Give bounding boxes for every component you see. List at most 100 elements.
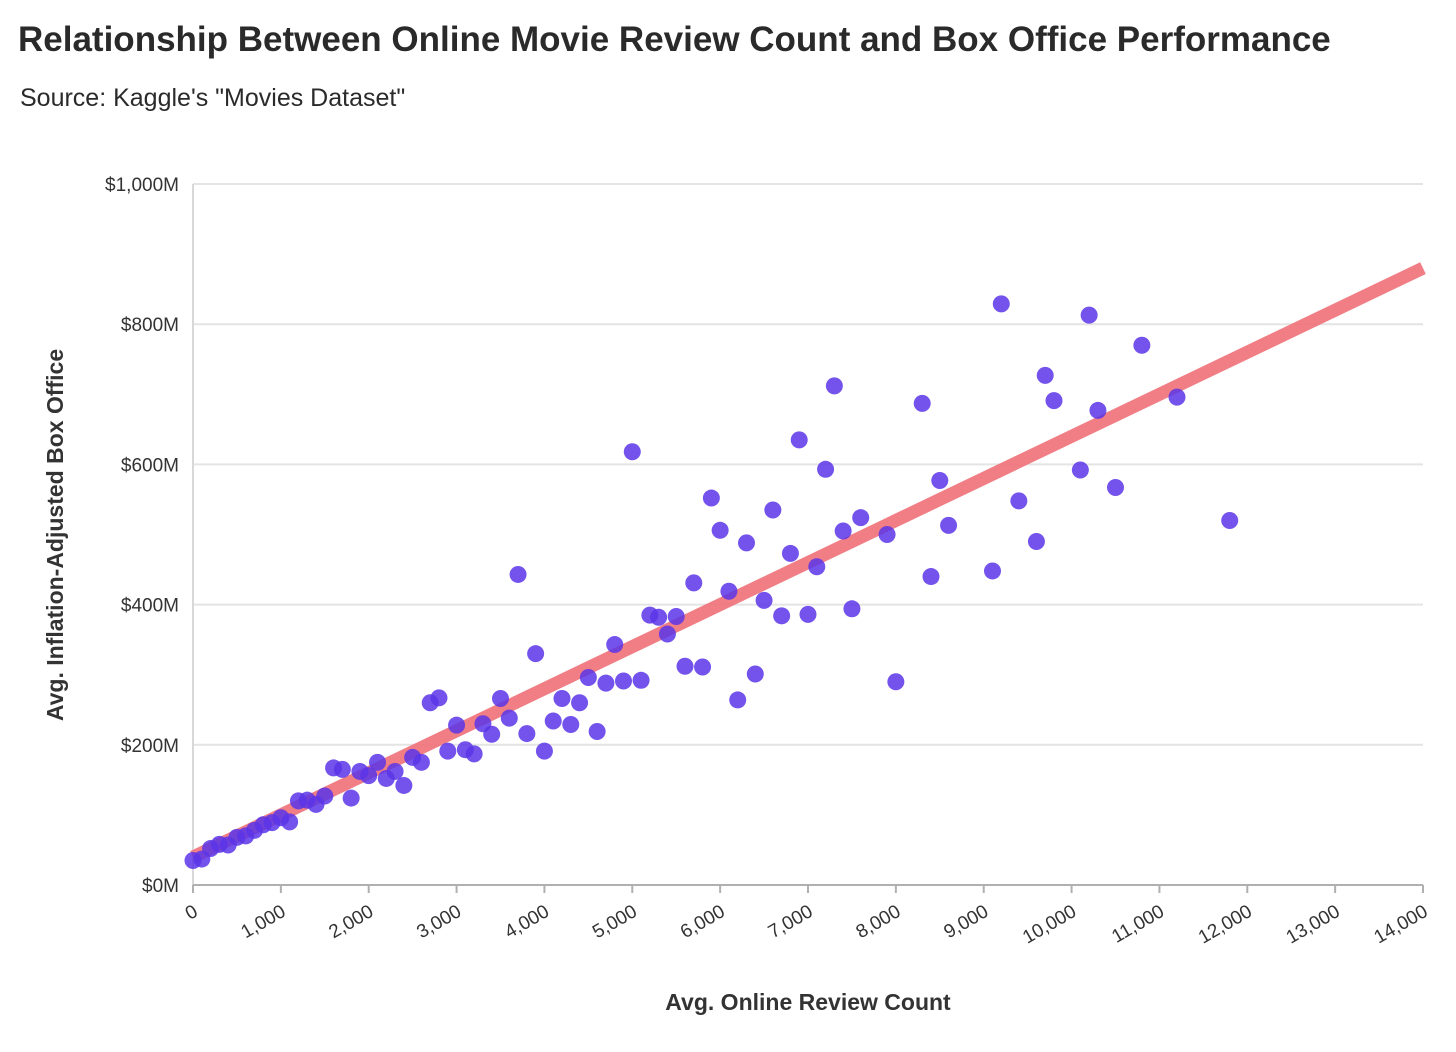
trendline-layer bbox=[190, 262, 1426, 863]
data-point bbox=[527, 645, 545, 663]
gridlines bbox=[193, 183, 1423, 746]
data-point bbox=[1071, 461, 1089, 479]
data-point bbox=[711, 521, 729, 539]
x-tick-label: 5,000 bbox=[589, 901, 641, 943]
data-point bbox=[755, 591, 773, 609]
data-point bbox=[799, 605, 817, 623]
data-point bbox=[606, 636, 624, 654]
data-point bbox=[1080, 306, 1098, 324]
data-point bbox=[781, 544, 799, 562]
x-tick-label: 10,000 bbox=[1019, 901, 1080, 948]
data-point bbox=[702, 489, 720, 507]
data-point bbox=[1133, 336, 1151, 354]
y-tick-label: $400M bbox=[121, 596, 179, 617]
data-point bbox=[1089, 401, 1107, 419]
data-point bbox=[729, 691, 747, 709]
data-point bbox=[764, 501, 782, 519]
x-tick-label: 3,000 bbox=[413, 901, 465, 943]
data-point bbox=[316, 787, 334, 805]
data-point bbox=[773, 607, 791, 625]
data-point bbox=[430, 689, 448, 707]
data-point bbox=[395, 776, 413, 794]
data-point bbox=[922, 568, 940, 586]
y-tick-label: $200M bbox=[121, 736, 179, 757]
x-tick-label: 11,000 bbox=[1108, 901, 1168, 948]
data-point bbox=[738, 534, 755, 552]
x-tick-label: 7,000 bbox=[765, 901, 817, 943]
data-point bbox=[825, 377, 843, 395]
data-point bbox=[386, 762, 404, 780]
data-point bbox=[746, 665, 764, 683]
data-point bbox=[852, 509, 870, 527]
x-tick-label: 13,000 bbox=[1283, 901, 1344, 948]
trendline bbox=[190, 262, 1426, 863]
data-points bbox=[184, 295, 1239, 869]
data-point bbox=[1010, 492, 1028, 510]
data-point bbox=[333, 760, 351, 778]
data-point bbox=[571, 694, 589, 712]
data-point bbox=[632, 671, 650, 689]
data-point bbox=[342, 789, 360, 807]
data-point bbox=[887, 673, 905, 691]
data-point bbox=[597, 674, 615, 692]
x-tick-label: 0 bbox=[182, 901, 202, 924]
data-point bbox=[694, 658, 712, 676]
x-tick-label: 9,000 bbox=[941, 901, 993, 943]
data-point bbox=[984, 562, 1001, 580]
data-point bbox=[1036, 366, 1054, 384]
data-point bbox=[553, 690, 571, 708]
x-tick-label: 14,000 bbox=[1371, 901, 1432, 948]
x-tick-label: 12,000 bbox=[1195, 901, 1256, 948]
data-point bbox=[817, 460, 835, 478]
data-point bbox=[369, 753, 386, 771]
y-tick-label: $800M bbox=[121, 315, 179, 336]
data-point bbox=[720, 582, 738, 600]
data-point bbox=[439, 742, 457, 760]
data-point bbox=[843, 600, 861, 618]
x-tick-label: 1,000 bbox=[238, 901, 290, 943]
x-tick-label: 4,000 bbox=[501, 901, 553, 943]
data-point bbox=[667, 608, 685, 626]
data-point bbox=[940, 516, 958, 534]
data-point bbox=[1168, 388, 1186, 406]
data-point bbox=[878, 526, 896, 543]
chart-title: Relationship Between Online Movie Review… bbox=[18, 20, 1331, 59]
data-point bbox=[492, 690, 509, 708]
data-point bbox=[658, 625, 676, 643]
data-point bbox=[931, 472, 949, 490]
data-point bbox=[685, 574, 703, 592]
chart-subtitle: Source: Kaggle's "Movies Dataset" bbox=[20, 84, 406, 112]
data-point bbox=[500, 709, 518, 727]
data-point bbox=[1027, 533, 1045, 551]
data-point bbox=[509, 565, 527, 583]
data-point bbox=[579, 669, 597, 687]
data-point bbox=[1045, 392, 1063, 410]
data-point bbox=[808, 558, 826, 576]
data-point bbox=[465, 745, 483, 763]
tick-labels: $0M $200M $400M $600M $800M $1,000M 0 1,000 2,00… bbox=[105, 175, 1431, 948]
data-point bbox=[588, 722, 606, 740]
data-point bbox=[535, 742, 553, 760]
data-point bbox=[360, 767, 378, 785]
data-point bbox=[483, 725, 501, 743]
data-point bbox=[1107, 479, 1124, 497]
data-point bbox=[992, 295, 1010, 313]
y-tick-label: $0M bbox=[142, 876, 179, 897]
data-point bbox=[913, 394, 931, 412]
y-tick-label: $1,000M bbox=[105, 175, 179, 196]
x-axis-title: Avg. Online Review Count bbox=[665, 989, 951, 1015]
data-point bbox=[518, 725, 536, 743]
data-point bbox=[615, 672, 632, 690]
x-tick-label: 6,000 bbox=[677, 901, 729, 943]
data-point bbox=[790, 431, 808, 449]
x-tick-label: 8,000 bbox=[853, 901, 905, 943]
axes bbox=[192, 184, 1424, 893]
data-point bbox=[562, 715, 580, 733]
data-point bbox=[834, 522, 852, 540]
data-point bbox=[544, 712, 562, 730]
data-point bbox=[623, 443, 641, 461]
data-point bbox=[281, 813, 299, 831]
data-point bbox=[650, 608, 668, 626]
y-axis-title: Avg. Inflation-Adjusted Box Office bbox=[42, 349, 68, 721]
